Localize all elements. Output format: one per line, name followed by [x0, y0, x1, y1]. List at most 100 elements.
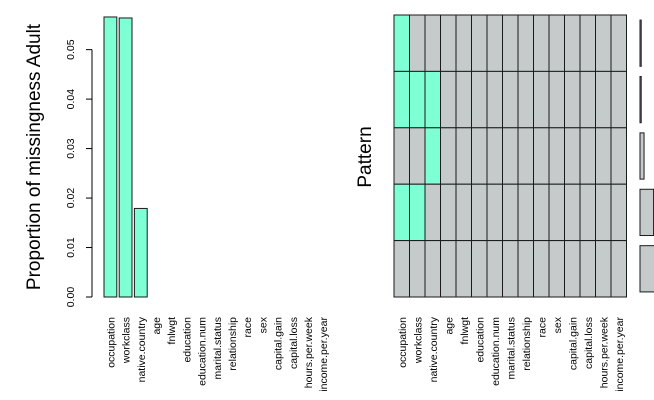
pattern-cell-observed [409, 14, 426, 72]
pattern-cell-observed [440, 127, 457, 185]
pattern-cell-observed [471, 240, 488, 298]
heatmap-x-tick-label: hours.per.week [598, 316, 610, 388]
pattern-cell-observed [517, 183, 534, 242]
pattern-cell-observed [548, 14, 565, 72]
pattern-cell-observed [393, 127, 410, 185]
bar-chart-x-tick-label: education [181, 317, 193, 363]
pattern-proportion-bar [639, 75, 642, 124]
pattern-cell-observed [517, 240, 534, 298]
pattern-cell-observed [564, 127, 581, 185]
pattern-cell-observed [486, 14, 503, 72]
bar-chart-y-axis-title: Proportion of missingness Adult [24, 23, 45, 290]
pattern-cell-observed [502, 127, 519, 185]
bar-chart-x-tick-label: income.per.year [318, 317, 330, 392]
pattern-cell-observed [579, 127, 596, 185]
bar-chart-x-tick-label: native.country [136, 316, 148, 382]
pattern-cell-observed [595, 70, 612, 129]
bar-chart-x-tick-label: fnlwgt [166, 317, 178, 345]
pattern-cell-observed [533, 183, 550, 242]
pattern-cell-observed [564, 240, 581, 298]
pattern-cell-observed [517, 127, 534, 185]
bar-chart-x-tick-label: capital.gain [273, 317, 285, 370]
pattern-cell-observed [486, 70, 503, 129]
pattern-cell-observed [548, 70, 565, 129]
pattern-proportion-bar [639, 245, 654, 293]
pattern-cell-observed [455, 70, 472, 129]
pattern-cell-observed [595, 14, 612, 72]
pattern-cell-observed [486, 183, 503, 242]
pattern-cell-missing [409, 70, 426, 129]
bar-chart-x-tick-label: workclass [121, 317, 133, 364]
pattern-cell-observed [409, 127, 426, 185]
pattern-cell-observed [610, 183, 627, 242]
bar-occupation [103, 16, 118, 298]
pattern-cell-missing [409, 183, 426, 242]
pattern-cell-observed [533, 127, 550, 185]
heatmap-x-tick-label: occupation [397, 317, 409, 368]
missingness-pattern-heatmap: Pattern occupation workclass native.countr… [355, 14, 654, 392]
pattern-cell-observed [471, 14, 488, 72]
pattern-cell-observed [595, 127, 612, 185]
heatmap-x-tick-label: relationship [521, 317, 533, 371]
pattern-cell-observed [486, 127, 503, 185]
pattern-cell-observed [564, 183, 581, 242]
bar-chart-x-tick-label: race [242, 317, 254, 338]
heatmap-x-tick-label: race [536, 317, 548, 338]
pattern-cell-observed [471, 127, 488, 185]
pattern-cell-observed [502, 70, 519, 129]
pattern-cell-observed [440, 70, 457, 129]
bar-chart-x-tick-label: age [151, 317, 163, 335]
pattern-cell-observed [486, 240, 503, 298]
pattern-cell-observed [610, 127, 627, 185]
pattern-cell-observed [548, 127, 565, 185]
heatmap-x-tick-label: income.per.year [614, 317, 626, 392]
bar-chart-y-tick-label: 0.04 [65, 89, 77, 110]
heatmap-x-tick-label: fnlwgt [459, 317, 471, 345]
pattern-cell-observed [471, 183, 488, 242]
pattern-cell-observed [424, 14, 441, 72]
pattern-cell-observed [502, 183, 519, 242]
heatmap-x-tick-label: capital.gain [567, 317, 579, 370]
pattern-cell-observed [595, 183, 612, 242]
bar-chart-y-tick-label: 0.01 [65, 237, 77, 258]
heatmap-x-tick-label: marital.status [505, 317, 517, 379]
pattern-proportion-bar [639, 19, 642, 67]
bar-chart-x-tick-label: relationship [227, 317, 239, 371]
pattern-cell-observed [455, 240, 472, 298]
missingness-bar-chart: Proportion of missingness Adult 0.00 0.01… [24, 16, 330, 392]
pattern-cell-observed [502, 240, 519, 298]
bar-chart-x-tick-label: capital.loss [288, 317, 300, 369]
pattern-cell-observed [579, 183, 596, 242]
heatmap-x-tick-label: workclass [412, 317, 424, 364]
pattern-cell-observed [548, 183, 565, 242]
pattern-cell-observed [424, 240, 441, 298]
bar-chart-x-tick-label: sex [257, 316, 269, 333]
pattern-cell-observed [579, 14, 596, 72]
pattern-cell-observed [471, 70, 488, 129]
pattern-cell-observed [548, 240, 565, 298]
pattern-cell-observed [610, 14, 627, 72]
pattern-cell-observed [564, 14, 581, 72]
pattern-proportion-bar [639, 132, 645, 180]
pattern-cell-observed [579, 70, 596, 129]
pattern-cell-observed [455, 183, 472, 242]
pattern-cell-observed [610, 70, 627, 129]
pattern-cell-observed [393, 240, 410, 298]
heatmap-x-tick-label: native.country [428, 316, 440, 382]
bar-chart-x-tick-label: occupation [105, 317, 117, 368]
heatmap-x-tick-label: sex [552, 316, 564, 333]
heatmap-x-tick-label: education.num [490, 317, 502, 386]
pattern-cell-missing [424, 70, 441, 129]
bar-native-country [133, 207, 148, 298]
pattern-cell-observed [440, 14, 457, 72]
pattern-cell-observed [455, 127, 472, 185]
pattern-cell-observed [533, 70, 550, 129]
bar-chart-x-tick-label: marital.status [212, 317, 224, 379]
heatmap-x-tick-label: capital.loss [583, 317, 595, 369]
pattern-proportion-bar [639, 188, 654, 237]
bar-workclass [118, 17, 133, 298]
heatmap-x-tick-label: age [443, 317, 455, 335]
pattern-cell-observed [502, 14, 519, 72]
bar-chart-y-tick-label: 0.00 [65, 287, 77, 308]
